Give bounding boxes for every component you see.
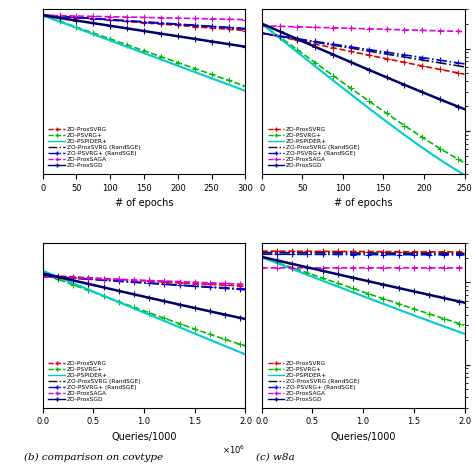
X-axis label: Queries/1000: Queries/1000 — [330, 432, 396, 442]
Legend: ZO-ProxSVRG, ZO-PSVRG+, ZO-PSPIDER+, ZO-ProxSVRG (RandSGE), ZO-PSVRG+ (RandSGE),: ZO-ProxSVRG, ZO-PSVRG+, ZO-PSPIDER+, ZO-… — [264, 358, 363, 405]
Text: (c) w8a: (c) w8a — [256, 453, 294, 462]
Legend: ZO-ProxSVRG, ZO-PSVRG+, ZO-PSPIDER+, ZO-ProxSVRG (RandSGE), ZO-PSVRG+ (RandSGE),: ZO-ProxSVRG, ZO-PSVRG+, ZO-PSPIDER+, ZO-… — [46, 125, 144, 171]
Text: (b) comparison on covtype: (b) comparison on covtype — [24, 453, 163, 462]
X-axis label: # of epochs: # of epochs — [115, 198, 173, 208]
X-axis label: # of epochs: # of epochs — [334, 198, 392, 208]
X-axis label: Queries/1000: Queries/1000 — [111, 432, 177, 442]
Text: $\times 10^6$: $\times 10^6$ — [222, 444, 246, 456]
Legend: ZO-ProxSVRG, ZO-PSVRG+, ZO-PSPIDER+, ZO-ProxSVRG (RandSGE), ZO-PSVRG+ (RandSGE),: ZO-ProxSVRG, ZO-PSVRG+, ZO-PSPIDER+, ZO-… — [46, 358, 144, 405]
Legend: ZO-ProxSVRG, ZO-PSVRG+, ZO-PSPIDER+, ZO-ProxSVRG (RandSGE), ZO-PSVRG+ (RandSGE),: ZO-ProxSVRG, ZO-PSVRG+, ZO-PSPIDER+, ZO-… — [264, 125, 363, 171]
